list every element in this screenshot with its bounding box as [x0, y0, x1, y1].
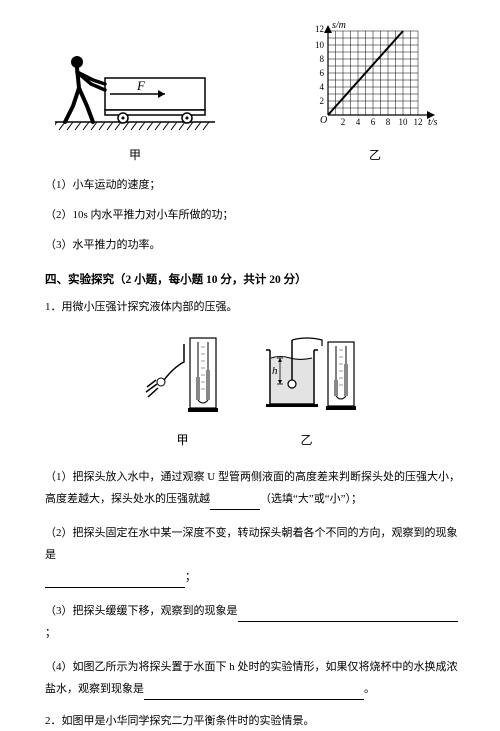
svg-text:2: 2	[341, 117, 346, 127]
sub-q1: （1）把探头放入水中，通过观察 U 型管两侧液面的高度差来判断探头处的压强大小，…	[45, 466, 460, 510]
blank-1[interactable]	[210, 496, 260, 510]
svg-text:4: 4	[320, 82, 325, 92]
experiment-figures: 甲 h	[45, 332, 460, 451]
blank-3[interactable]	[238, 608, 458, 622]
svg-text:s/m: s/m	[332, 20, 346, 31]
sub-q3: （3）把探头缓缓下移，观察到的现象是 ；	[45, 600, 460, 644]
svg-text:6: 6	[320, 68, 325, 78]
svg-text:O: O	[320, 115, 327, 126]
sub3-text-a: （3）把探头缓缓下移，观察到的现象是	[45, 605, 238, 617]
svg-text:12: 12	[315, 24, 324, 34]
figures-row: F 甲	[45, 20, 460, 166]
problem-2: 2．如图甲是小华同学探究二力平衡条件时的实验情景。	[45, 712, 460, 731]
q2: （2）10s 内水平推力对小车所做的功；	[45, 206, 460, 226]
sub1-text-b: （选填“大”或“小”）；	[260, 493, 362, 505]
q3: （3）水平推力的功率。	[45, 236, 460, 256]
svg-text:12: 12	[414, 117, 423, 127]
jia-label: 甲	[55, 145, 215, 167]
yi-label: 乙	[300, 145, 450, 167]
svg-text:h: h	[272, 365, 278, 377]
svg-text:10: 10	[315, 40, 325, 50]
section4-header: 四、实验探究（2 小题，每小题 10 分，共计 20 分）	[45, 270, 460, 291]
svg-text:10: 10	[399, 117, 409, 127]
sub3-text-b: ；	[45, 627, 56, 639]
svg-text:t/s: t/s	[428, 117, 438, 128]
svg-text:4: 4	[356, 117, 361, 127]
sub-q2: （2）把探头固定在水中某一深度不变，转动探头朝着各个不同的方向，观察到的现象是 …	[45, 522, 460, 588]
sub4-text-b: 。	[364, 683, 375, 695]
exp-jia-label: 甲	[144, 430, 222, 452]
figure-jia: F 甲	[55, 40, 215, 166]
force-label: F	[136, 78, 146, 93]
sub2-text-b: ；	[185, 571, 196, 583]
cart-diagram: F	[55, 40, 215, 135]
sub-q4: （4）如图乙所示为将探头置于水面下 h 处时的实验情形，如果仅将烧杯中的水换成浓…	[45, 656, 460, 700]
sub2-text-a: （2）把探头固定在水中某一深度不变，转动探头朝着各个不同的方向，观察到的现象是	[45, 527, 458, 561]
exp-yi-label: 乙	[252, 430, 362, 452]
st-chart: 12 10 8 6 4 2 2 4 6 8 10 12 O s/m t/s	[300, 20, 450, 135]
svg-text:8: 8	[386, 117, 391, 127]
svg-text:2: 2	[320, 96, 325, 106]
q1: （1）小车运动的速度；	[45, 176, 460, 196]
figure-yi: 12 10 8 6 4 2 2 4 6 8 10 12 O s/m t/s 乙	[300, 20, 450, 166]
blank-4[interactable]	[144, 686, 364, 700]
blank-2[interactable]	[45, 574, 185, 588]
exp-fig-jia: 甲	[144, 332, 222, 451]
problem-1: 1．用微小压强计探究液体内部的压强。	[45, 298, 460, 318]
exp-fig-yi: h 乙	[252, 332, 362, 451]
svg-text:6: 6	[371, 117, 376, 127]
svg-text:8: 8	[320, 54, 325, 64]
